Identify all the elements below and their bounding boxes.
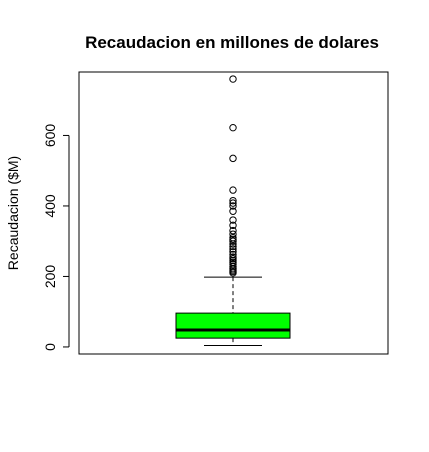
outlier-point	[229, 199, 237, 207]
outlier-point	[229, 207, 237, 215]
outlier-point	[229, 75, 237, 83]
outlier-point	[229, 248, 237, 256]
outlier-point	[229, 196, 237, 205]
outlier-point	[229, 186, 237, 194]
outlier-point	[229, 221, 237, 230]
y-tick-label: 600	[42, 124, 58, 148]
outlier-point	[229, 226, 237, 235]
y-tick-label: 0	[42, 343, 58, 351]
outlier-point	[229, 154, 237, 163]
outlier-point	[229, 202, 237, 210]
outlier-point	[229, 269, 237, 277]
iqr-box	[175, 312, 291, 339]
outlier-point	[229, 216, 237, 224]
outlier-point	[229, 230, 237, 238]
y-axis: 0 200 400 600	[42, 124, 70, 351]
y-axis-label: Recaudacion ($M)	[5, 156, 21, 270]
outlier-point	[229, 240, 237, 248]
y-tick-label: 400	[42, 194, 58, 218]
outlier-point	[229, 242, 237, 251]
outlier-point	[229, 237, 237, 245]
outlier-point	[229, 123, 237, 132]
outlier-points	[229, 75, 237, 277]
outlier-point	[229, 245, 237, 253]
boxplot-group	[175, 276, 291, 347]
y-tick-label: 200	[42, 265, 58, 289]
chart-title: Recaudacion en millones de dolares	[85, 33, 379, 52]
plot-frame	[78, 71, 389, 355]
